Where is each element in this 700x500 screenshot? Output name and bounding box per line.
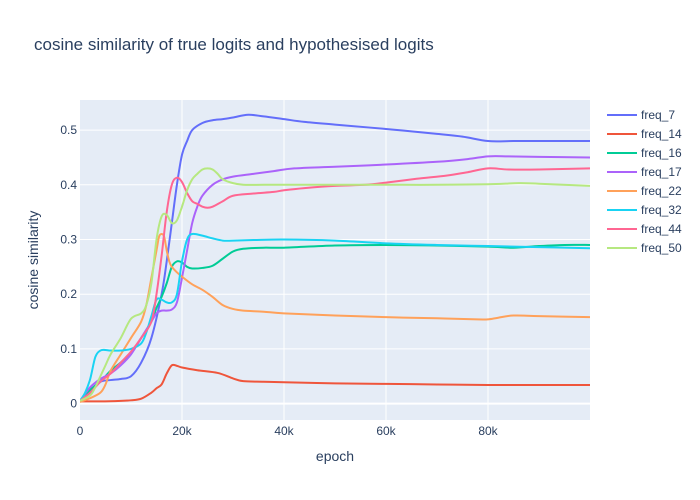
axis-ticks: 0 20k 40k 60k 80k 0 0.1 0.2 0.3 0.4 0.5	[60, 123, 498, 438]
series-line-freq-44	[80, 167, 590, 402]
legend-label: freq_7	[641, 108, 675, 122]
series-line-freq-50	[80, 167, 590, 402]
legend-label: freq_16	[641, 146, 682, 160]
x-axis-title: epoch	[316, 448, 354, 464]
legend-item-freq-7[interactable]: freq_7	[607, 108, 675, 122]
legend-item-freq-17[interactable]: freq_17	[607, 165, 682, 179]
legend-item-freq-50[interactable]: freq_50	[607, 241, 682, 255]
legend-label: freq_17	[641, 165, 682, 179]
y-tick-label: 0.1	[60, 342, 77, 356]
legend-item-freq-32[interactable]: freq_32	[607, 203, 682, 217]
legend-item-freq-16[interactable]: freq_16	[607, 146, 682, 160]
x-tick-label: 40k	[274, 424, 294, 438]
legend-label: freq_50	[641, 241, 682, 255]
plot-area	[80, 100, 590, 420]
series-line-freq-14	[80, 363, 590, 403]
y-axis-title: cosine similarity	[25, 211, 41, 310]
legend-item-freq-44[interactable]: freq_44	[607, 222, 682, 236]
legend-label: freq_14	[641, 127, 682, 141]
series-line-freq-17	[80, 155, 590, 402]
y-tick-label: 0.2	[60, 287, 77, 301]
y-tick-label: 0.4	[60, 178, 77, 192]
legend-item-freq-14[interactable]: freq_14	[607, 127, 682, 141]
legend-label: freq_22	[641, 184, 682, 198]
series-line-freq-32	[80, 232, 590, 402]
y-tick-label: 0.5	[60, 123, 77, 137]
x-tick-label: 60k	[376, 424, 396, 438]
y-tick-label: 0.3	[60, 232, 77, 246]
x-tick-label: 20k	[172, 424, 192, 438]
legend-label: freq_32	[641, 203, 682, 217]
legend[interactable]: freq_7 freq_14 freq_16 freq_17 freq_22 freq_3…	[607, 108, 682, 255]
legend-label: freq_44	[641, 222, 682, 236]
series-line-freq-7	[80, 113, 590, 402]
legend-item-freq-22[interactable]: freq_22	[607, 184, 682, 198]
y-tick-label: 0	[70, 397, 77, 411]
x-tick-label: 80k	[478, 424, 498, 438]
chart-title: cosine similarity of true logits and hyp…	[34, 35, 434, 54]
series-lines	[80, 113, 590, 403]
x-tick-label: 0	[77, 424, 84, 438]
